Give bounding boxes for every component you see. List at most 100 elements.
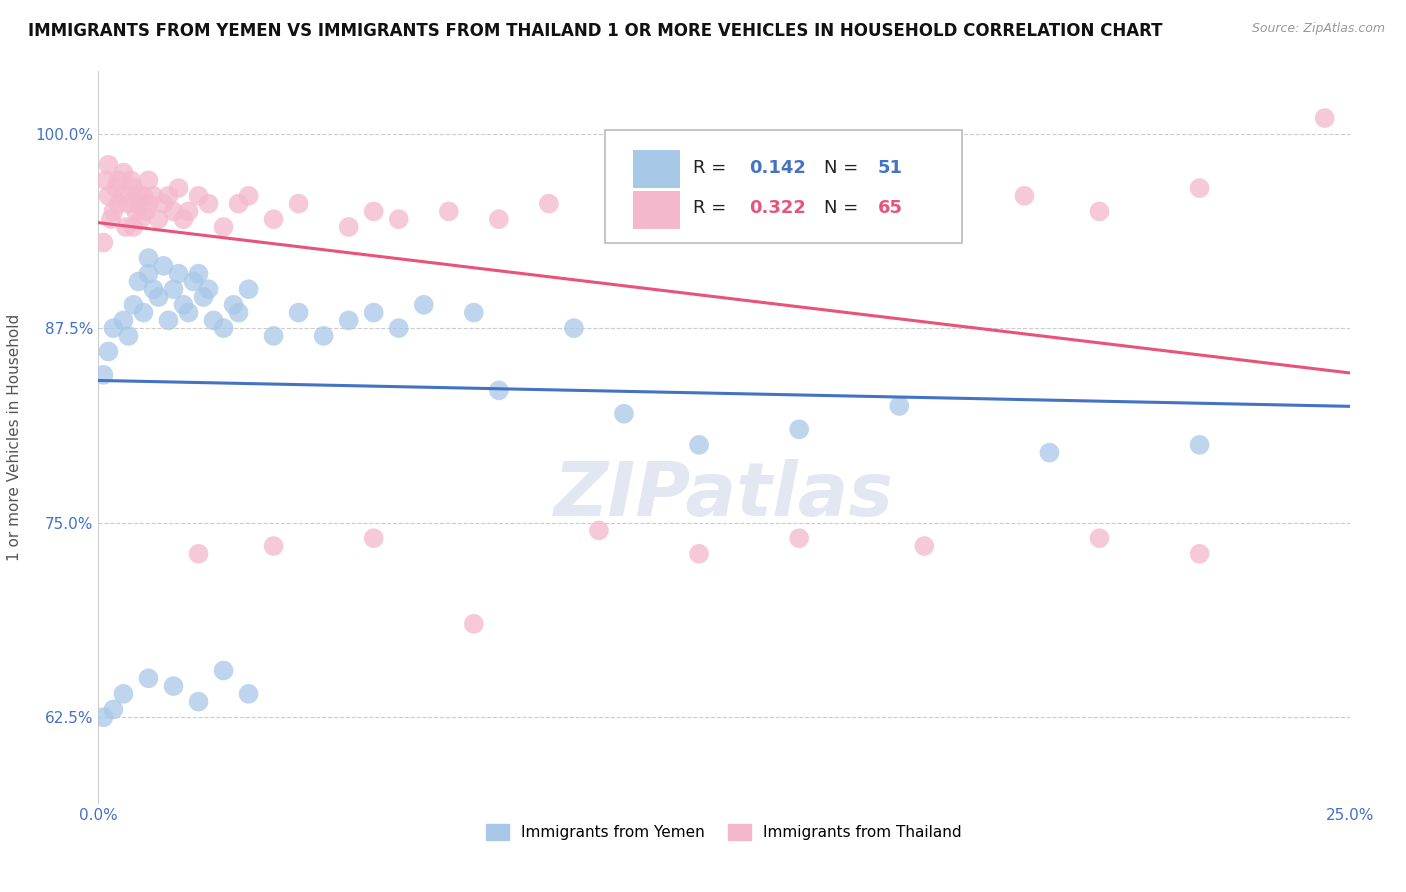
Point	[117, 196, 139, 211]
Point	[138, 196, 160, 211]
Point	[197, 196, 219, 211]
Point	[148, 212, 170, 227]
Point	[107, 196, 129, 211]
Text: 0.142: 0.142	[749, 159, 806, 177]
Point	[488, 212, 510, 227]
Point	[157, 189, 180, 203]
Point	[688, 196, 710, 211]
Point	[167, 267, 190, 281]
FancyBboxPatch shape	[605, 130, 962, 244]
Point	[132, 305, 155, 319]
Point	[263, 329, 285, 343]
Point	[97, 344, 120, 359]
Point	[187, 189, 209, 203]
Text: 65: 65	[877, 199, 903, 217]
Point	[129, 212, 152, 227]
Point	[127, 189, 149, 203]
Point	[463, 305, 485, 319]
Point	[1188, 438, 1211, 452]
Point	[337, 219, 360, 234]
Point	[162, 282, 184, 296]
Point	[162, 679, 184, 693]
Point	[212, 321, 235, 335]
Point	[152, 259, 174, 273]
Point	[138, 671, 160, 685]
Point	[889, 204, 911, 219]
Point	[537, 196, 560, 211]
Point	[463, 616, 485, 631]
Point	[138, 267, 160, 281]
Point	[787, 531, 810, 545]
Point	[122, 181, 145, 195]
Point	[173, 298, 195, 312]
Point	[437, 204, 460, 219]
Point	[613, 219, 636, 234]
Point	[97, 158, 120, 172]
Text: N =: N =	[824, 199, 865, 217]
Point	[112, 165, 135, 179]
Text: 51: 51	[877, 159, 903, 177]
Point	[912, 539, 935, 553]
Point	[173, 212, 195, 227]
Point	[287, 196, 309, 211]
Point	[103, 321, 125, 335]
Text: N =: N =	[824, 159, 865, 177]
Text: R =: R =	[693, 159, 731, 177]
Point	[688, 438, 710, 452]
Point	[312, 329, 335, 343]
Point	[142, 189, 165, 203]
Point	[115, 219, 138, 234]
Point	[117, 329, 139, 343]
Point	[202, 313, 225, 327]
Text: R =: R =	[693, 199, 731, 217]
Point	[1188, 547, 1211, 561]
Text: ZIPatlas: ZIPatlas	[554, 459, 894, 533]
Point	[1014, 189, 1036, 203]
Point	[138, 173, 160, 187]
Bar	[633, 191, 681, 228]
Point	[388, 321, 411, 335]
Point	[162, 204, 184, 219]
Legend: Immigrants from Yemen, Immigrants from Thailand: Immigrants from Yemen, Immigrants from T…	[481, 818, 967, 847]
Point	[107, 173, 129, 187]
Text: 0.322: 0.322	[749, 199, 806, 217]
Point	[238, 687, 260, 701]
Y-axis label: 1 or more Vehicles in Household: 1 or more Vehicles in Household	[7, 313, 21, 561]
Point	[112, 189, 135, 203]
Point	[193, 290, 215, 304]
Point	[588, 524, 610, 538]
Text: IMMIGRANTS FROM YEMEN VS IMMIGRANTS FROM THAILAND 1 OR MORE VEHICLES IN HOUSEHOL: IMMIGRANTS FROM YEMEN VS IMMIGRANTS FROM…	[28, 22, 1163, 40]
Point	[135, 204, 157, 219]
Point	[138, 251, 160, 265]
Point	[177, 305, 200, 319]
Point	[238, 189, 260, 203]
Point	[104, 181, 127, 195]
Point	[157, 313, 180, 327]
Point	[263, 212, 285, 227]
Point	[938, 212, 960, 227]
Point	[212, 664, 235, 678]
Point	[183, 275, 205, 289]
Point	[1188, 181, 1211, 195]
Point	[94, 173, 117, 187]
Point	[100, 212, 122, 227]
Point	[688, 547, 710, 561]
Point	[287, 305, 309, 319]
Point	[142, 282, 165, 296]
Point	[212, 219, 235, 234]
Point	[93, 710, 115, 724]
Point	[187, 267, 209, 281]
Point	[1088, 531, 1111, 545]
Point	[889, 399, 911, 413]
Point	[93, 368, 115, 382]
Point	[127, 275, 149, 289]
Point	[228, 196, 250, 211]
Point	[120, 173, 142, 187]
Point	[763, 189, 786, 203]
Point	[388, 212, 411, 227]
Point	[1038, 445, 1060, 459]
Point	[1313, 111, 1336, 125]
Point	[148, 290, 170, 304]
Point	[337, 313, 360, 327]
Point	[112, 313, 135, 327]
